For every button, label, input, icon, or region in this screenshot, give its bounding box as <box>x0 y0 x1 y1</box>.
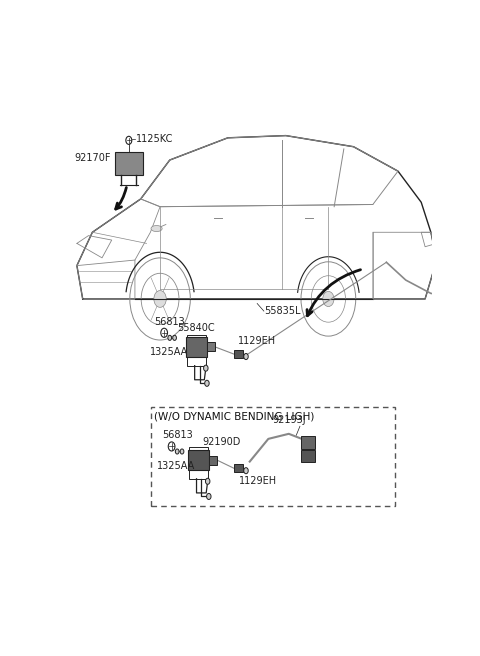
Circle shape <box>168 335 172 340</box>
Bar <box>209 455 217 464</box>
Circle shape <box>168 442 175 451</box>
Circle shape <box>244 354 248 359</box>
Text: 56813: 56813 <box>162 430 192 440</box>
Circle shape <box>206 493 211 499</box>
Circle shape <box>180 449 184 454</box>
Ellipse shape <box>151 226 162 232</box>
Circle shape <box>126 136 132 144</box>
Circle shape <box>175 449 179 454</box>
Circle shape <box>161 328 168 337</box>
Circle shape <box>323 291 334 306</box>
Bar <box>467 295 471 302</box>
Text: (W/O DYNAMIC BENDING LIGH): (W/O DYNAMIC BENDING LIGH) <box>154 411 314 421</box>
Circle shape <box>154 291 166 308</box>
Text: 55840C: 55840C <box>177 323 215 333</box>
Circle shape <box>204 365 208 371</box>
Bar <box>301 451 315 462</box>
Bar <box>207 342 215 352</box>
Bar <box>115 152 143 174</box>
Text: 1129EH: 1129EH <box>238 337 276 346</box>
Circle shape <box>205 478 210 484</box>
Text: 56813: 56813 <box>155 317 185 327</box>
Text: 92170F: 92170F <box>74 153 111 163</box>
Circle shape <box>244 468 248 474</box>
FancyArrowPatch shape <box>116 188 126 209</box>
Text: 1325AA: 1325AA <box>149 347 188 357</box>
Bar <box>458 293 468 304</box>
Bar <box>301 436 315 449</box>
Bar <box>189 447 208 479</box>
Bar <box>234 464 243 472</box>
Text: 1325AA: 1325AA <box>157 461 195 470</box>
FancyArrowPatch shape <box>307 270 360 316</box>
Bar <box>187 335 206 365</box>
Text: 1125KC: 1125KC <box>135 134 173 144</box>
Bar <box>234 350 243 358</box>
Bar <box>188 451 209 470</box>
Text: 55835L: 55835L <box>264 306 300 316</box>
Circle shape <box>204 380 209 386</box>
Text: 1129EH: 1129EH <box>239 476 276 485</box>
Text: 92190D: 92190D <box>203 438 241 447</box>
Text: 92193J: 92193J <box>272 415 306 425</box>
Bar <box>186 337 207 357</box>
Circle shape <box>173 335 177 340</box>
